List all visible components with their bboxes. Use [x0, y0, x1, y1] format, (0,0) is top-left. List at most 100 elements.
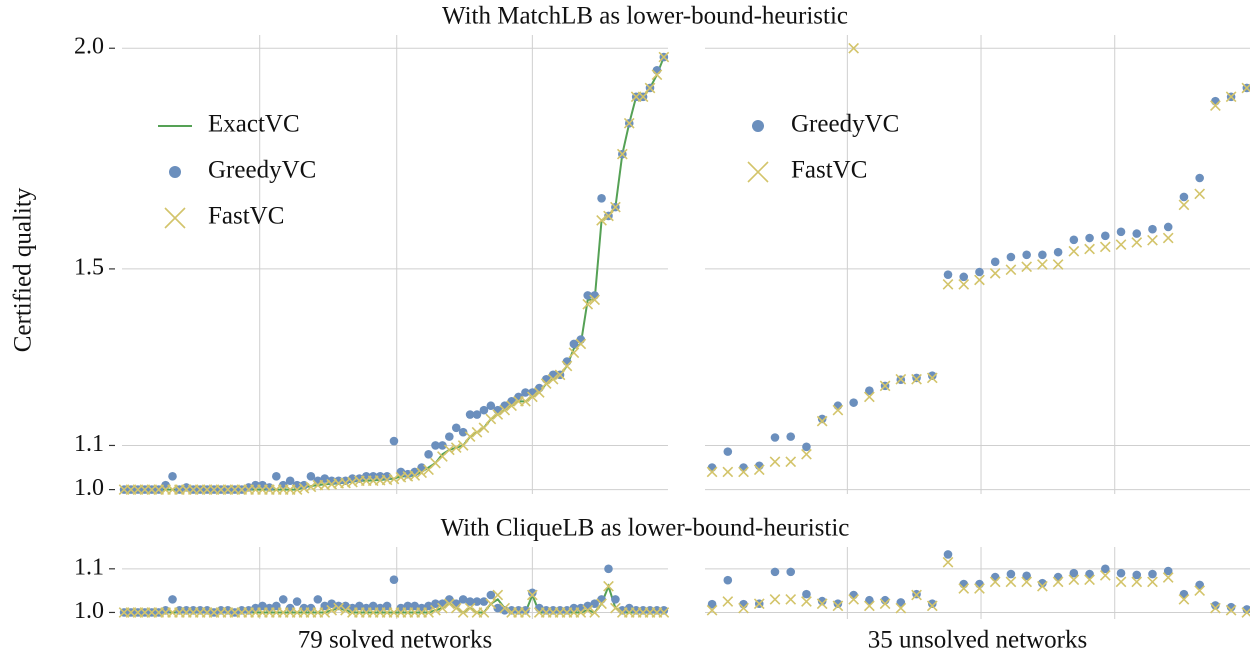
dot-marker [486, 590, 496, 600]
dot-marker [1100, 231, 1110, 241]
cross-marker [1099, 569, 1111, 581]
dot-marker [597, 595, 606, 604]
cross-marker [464, 602, 476, 614]
dot-marker [802, 442, 811, 452]
cross-marker [958, 583, 970, 594]
cross-marker [816, 598, 828, 610]
cross-marker [423, 607, 434, 618]
dot-marker [927, 371, 937, 381]
cross-marker [989, 267, 1001, 279]
cross-marker [816, 415, 828, 427]
dot-marker [896, 598, 906, 607]
legend-label: FastVC [208, 203, 284, 230]
dot-marker [569, 339, 579, 349]
cross-marker [603, 580, 614, 592]
cross-marker [1178, 593, 1190, 605]
dot-marker [707, 463, 717, 472]
cross-marker [610, 602, 621, 614]
dot-marker [278, 595, 288, 604]
dot-marker [833, 599, 843, 609]
dot-marker [1053, 247, 1063, 257]
cross-marker [753, 598, 765, 610]
dot-marker [528, 588, 537, 598]
dot-marker [739, 463, 748, 472]
cross-marker [443, 598, 455, 610]
legend-cross [164, 207, 186, 229]
cross-marker [879, 380, 891, 392]
series-line [124, 56, 665, 491]
cross-marker [437, 602, 448, 614]
dot-marker [272, 472, 281, 481]
dot-marker [1163, 222, 1173, 232]
cross-marker [848, 593, 860, 605]
dot-marker [707, 599, 717, 609]
cross-marker [879, 598, 891, 610]
cross-marker [520, 607, 531, 618]
dot-marker [865, 595, 874, 605]
cross-marker [651, 69, 663, 81]
cross-marker [1037, 580, 1048, 592]
dot-marker [927, 599, 937, 609]
cross-marker [1131, 237, 1143, 248]
cross-marker [1210, 100, 1221, 111]
cross-marker [526, 589, 538, 601]
cross-marker [1099, 241, 1111, 253]
dot-marker [327, 599, 336, 609]
cross-marker [738, 466, 749, 478]
dot-marker [1100, 564, 1110, 574]
cross-marker [1241, 607, 1250, 618]
cross-marker [1178, 199, 1190, 211]
cross-marker [464, 431, 476, 442]
dot-marker [1022, 250, 1031, 260]
cross-marker [801, 448, 812, 460]
dot-marker [1195, 173, 1204, 183]
dot-marker [465, 410, 475, 419]
cross-marker [1147, 576, 1158, 588]
panel: 1.0 1.1 With CliqueLB as lower-bound-heuri… [74, 515, 849, 654]
cross-marker [863, 391, 875, 403]
dot-marker [1132, 229, 1142, 238]
cross-marker [722, 466, 734, 478]
dot-marker [1211, 96, 1220, 106]
cross-marker [926, 600, 938, 612]
dot-marker [849, 590, 858, 600]
cross-marker [1021, 261, 1033, 273]
cross-marker [485, 413, 497, 425]
y-tick-label: 2.0 [74, 34, 104, 60]
cross-marker [1225, 604, 1237, 616]
dot-marker [285, 476, 295, 486]
cross-marker [554, 369, 566, 381]
cross-marker [596, 598, 607, 610]
cross-marker [1005, 264, 1017, 276]
dot-marker [1148, 569, 1157, 579]
legend-dot [169, 166, 181, 178]
dot-marker [168, 472, 177, 481]
dot-marker [1085, 233, 1094, 243]
dot-marker [1006, 252, 1016, 262]
cross-marker [863, 600, 875, 612]
cross-marker [443, 444, 455, 456]
cross-marker [1021, 576, 1033, 588]
dot-marker [770, 567, 780, 577]
dot-marker [451, 423, 461, 433]
cross-marker [1162, 232, 1174, 244]
cross-marker [340, 604, 351, 616]
y-tick-label: 1.1 [74, 431, 104, 457]
dot-marker [445, 432, 454, 441]
cross-marker [832, 404, 844, 416]
dot-marker [521, 388, 530, 397]
legend-dot [752, 120, 764, 132]
cross-marker [623, 117, 635, 129]
dot-marker [943, 270, 953, 279]
cross-marker [958, 278, 970, 290]
dot-marker [334, 601, 343, 611]
dot-marker [604, 564, 613, 574]
cross-marker [1084, 574, 1095, 586]
cross-marker [911, 589, 922, 601]
dot-marker [313, 595, 323, 604]
cross-marker [326, 604, 338, 616]
dot-marker [292, 597, 302, 606]
dot-marker [1116, 568, 1126, 578]
dot-marker [786, 567, 796, 577]
dot-marker [1195, 580, 1204, 590]
